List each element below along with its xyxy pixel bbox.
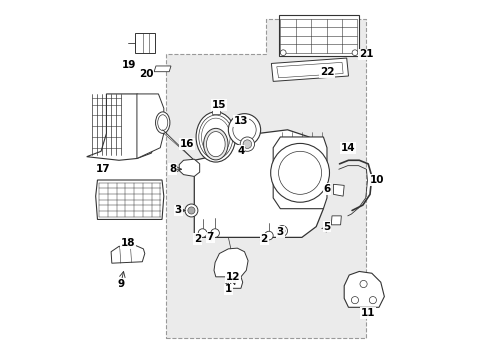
Text: 22: 22 — [319, 67, 333, 77]
Polygon shape — [135, 33, 155, 53]
Polygon shape — [333, 184, 344, 196]
Polygon shape — [271, 58, 348, 81]
Circle shape — [264, 231, 273, 240]
Polygon shape — [179, 159, 199, 176]
Polygon shape — [214, 248, 247, 277]
Circle shape — [243, 140, 251, 148]
Polygon shape — [344, 271, 384, 307]
Text: 2: 2 — [194, 234, 201, 244]
Polygon shape — [86, 94, 160, 160]
Circle shape — [351, 50, 357, 55]
Circle shape — [359, 280, 366, 288]
Ellipse shape — [155, 112, 169, 134]
Text: 8: 8 — [169, 164, 176, 174]
Text: 15: 15 — [212, 100, 226, 110]
Circle shape — [240, 137, 254, 151]
Text: 9: 9 — [117, 279, 124, 289]
Text: 4: 4 — [237, 146, 244, 156]
Circle shape — [368, 297, 376, 304]
Text: 3: 3 — [174, 206, 182, 216]
Text: 16: 16 — [180, 139, 194, 149]
Text: 12: 12 — [225, 272, 240, 282]
Polygon shape — [330, 216, 341, 225]
Text: 17: 17 — [95, 164, 110, 174]
Ellipse shape — [206, 132, 224, 157]
Circle shape — [184, 204, 198, 217]
Bar — [211, 107, 220, 114]
Polygon shape — [111, 245, 144, 263]
Ellipse shape — [228, 114, 260, 146]
Circle shape — [270, 143, 329, 202]
Polygon shape — [154, 66, 171, 72]
Circle shape — [210, 229, 219, 237]
Ellipse shape — [203, 129, 227, 160]
Polygon shape — [226, 277, 242, 288]
Text: 6: 6 — [323, 184, 330, 194]
Text: 10: 10 — [369, 175, 384, 185]
Polygon shape — [137, 94, 163, 158]
Text: 1: 1 — [224, 284, 231, 294]
Circle shape — [279, 228, 285, 234]
Text: 3: 3 — [276, 227, 284, 237]
Circle shape — [276, 226, 287, 236]
Polygon shape — [194, 130, 323, 237]
Polygon shape — [96, 180, 163, 220]
Text: 18: 18 — [121, 238, 135, 248]
Circle shape — [280, 50, 285, 55]
Text: 2: 2 — [260, 234, 267, 244]
Text: 13: 13 — [233, 116, 247, 126]
Text: 21: 21 — [359, 49, 373, 59]
Text: 19: 19 — [122, 60, 136, 70]
Text: 5: 5 — [323, 222, 330, 231]
Text: 14: 14 — [340, 143, 354, 153]
Text: 20: 20 — [139, 69, 153, 79]
Circle shape — [198, 229, 206, 237]
Circle shape — [351, 297, 358, 304]
Text: 7: 7 — [206, 232, 214, 242]
Circle shape — [187, 207, 195, 214]
Polygon shape — [165, 19, 366, 338]
Polygon shape — [278, 15, 359, 56]
Ellipse shape — [196, 112, 235, 162]
Polygon shape — [273, 137, 326, 209]
Text: 11: 11 — [360, 308, 375, 318]
